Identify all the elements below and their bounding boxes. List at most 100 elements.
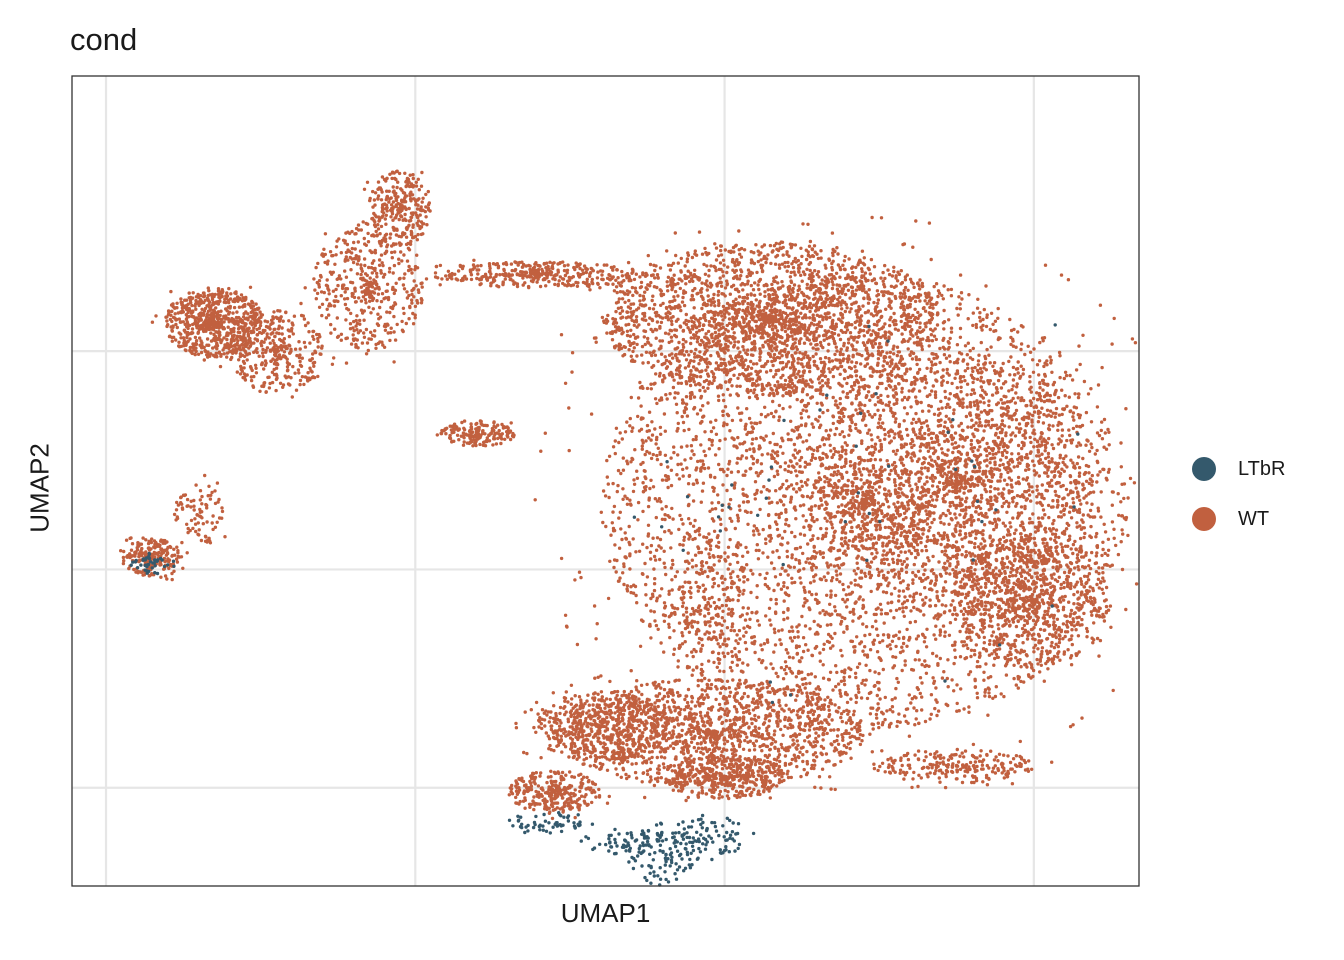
wt-point (686, 567, 690, 571)
wt-point (795, 397, 799, 402)
wt-point (667, 528, 671, 533)
wt-point (737, 593, 741, 597)
wt-point (1078, 524, 1082, 528)
wt-point (677, 477, 682, 481)
wt-point (818, 651, 822, 655)
wt-point (811, 303, 816, 307)
wt-point (628, 554, 632, 558)
wt-point (780, 536, 785, 540)
wt-point (1038, 340, 1042, 345)
wt-point (975, 665, 979, 669)
wt-point (655, 320, 660, 324)
wt-point (826, 571, 830, 575)
wt-point (843, 600, 847, 604)
wt-point (1097, 433, 1102, 438)
wt-point (857, 504, 861, 509)
wt-point (687, 473, 692, 478)
wt-point (782, 581, 786, 585)
wt-point (931, 554, 935, 559)
wt-point (971, 369, 975, 374)
wt-point (841, 352, 845, 357)
wt-point (878, 369, 882, 374)
wt-point (620, 315, 625, 319)
wt-point (786, 541, 790, 545)
wt-point (1114, 543, 1118, 548)
wt-point (813, 504, 817, 508)
wt-point (810, 592, 814, 597)
wt-point (971, 380, 975, 385)
wt-point (845, 627, 849, 631)
wt-point (732, 629, 737, 633)
wt-point (692, 452, 696, 457)
wt-point (881, 720, 885, 725)
wt-point (787, 375, 791, 380)
wt-point (999, 692, 1003, 696)
wt-point (892, 616, 896, 620)
wt-point (818, 577, 822, 581)
wt-point (1050, 457, 1054, 461)
wt-point (660, 507, 664, 511)
wt-point (639, 427, 644, 431)
wt-point (666, 275, 671, 279)
wt-point (885, 644, 890, 648)
wt-point (888, 493, 892, 498)
wt-point (949, 287, 954, 292)
wt-point (764, 434, 768, 438)
wt-point (694, 564, 698, 568)
wt-point (717, 540, 721, 545)
wt-point (850, 525, 854, 530)
wt-point (946, 288, 950, 292)
wt-point (1100, 365, 1104, 370)
wt-point (736, 560, 740, 565)
wt-point (620, 437, 624, 441)
wt-point (1051, 424, 1055, 428)
wt-point (881, 667, 885, 672)
wt-point (796, 356, 801, 361)
wt-point (943, 420, 947, 424)
wt-point (973, 685, 978, 689)
wt-point (775, 329, 780, 333)
wt-point (905, 627, 909, 632)
wt-point (821, 555, 825, 560)
wt-point (806, 250, 810, 254)
wt-point (881, 408, 886, 412)
wt-point (861, 622, 865, 626)
wt-point (624, 537, 629, 541)
wt-point (710, 335, 714, 340)
wt-point (881, 544, 885, 548)
wt-point (741, 661, 745, 665)
wt-point (662, 549, 666, 553)
wt-point (893, 572, 898, 576)
wt-point (942, 320, 947, 324)
wt-point (830, 526, 835, 530)
wt-point (892, 575, 896, 579)
wt-point (809, 458, 814, 462)
wt-point (946, 439, 950, 443)
wt-point (649, 387, 653, 391)
wt-point (973, 554, 977, 558)
wt-point (999, 386, 1004, 390)
wt-point (917, 357, 922, 362)
wt-point (928, 717, 932, 721)
wt-point (614, 285, 619, 289)
wt-point (761, 436, 765, 441)
wt-point (700, 489, 705, 493)
wt-point (962, 707, 966, 711)
wt-point (975, 691, 979, 695)
wt-point (981, 630, 985, 634)
wt-point (881, 639, 885, 643)
wt-point (874, 627, 879, 631)
wt-point (856, 524, 861, 528)
wt-point (1101, 467, 1105, 471)
wt-point (769, 368, 773, 373)
wt-point (766, 513, 771, 518)
wt-point (804, 560, 808, 564)
wt-point (808, 527, 812, 532)
wt-point (649, 543, 654, 548)
wt-point (1086, 599, 1091, 603)
wt-point (797, 433, 802, 437)
wt-point (825, 639, 830, 644)
wt-point (645, 429, 649, 433)
wt-point (912, 285, 916, 290)
wt-point (985, 464, 989, 468)
